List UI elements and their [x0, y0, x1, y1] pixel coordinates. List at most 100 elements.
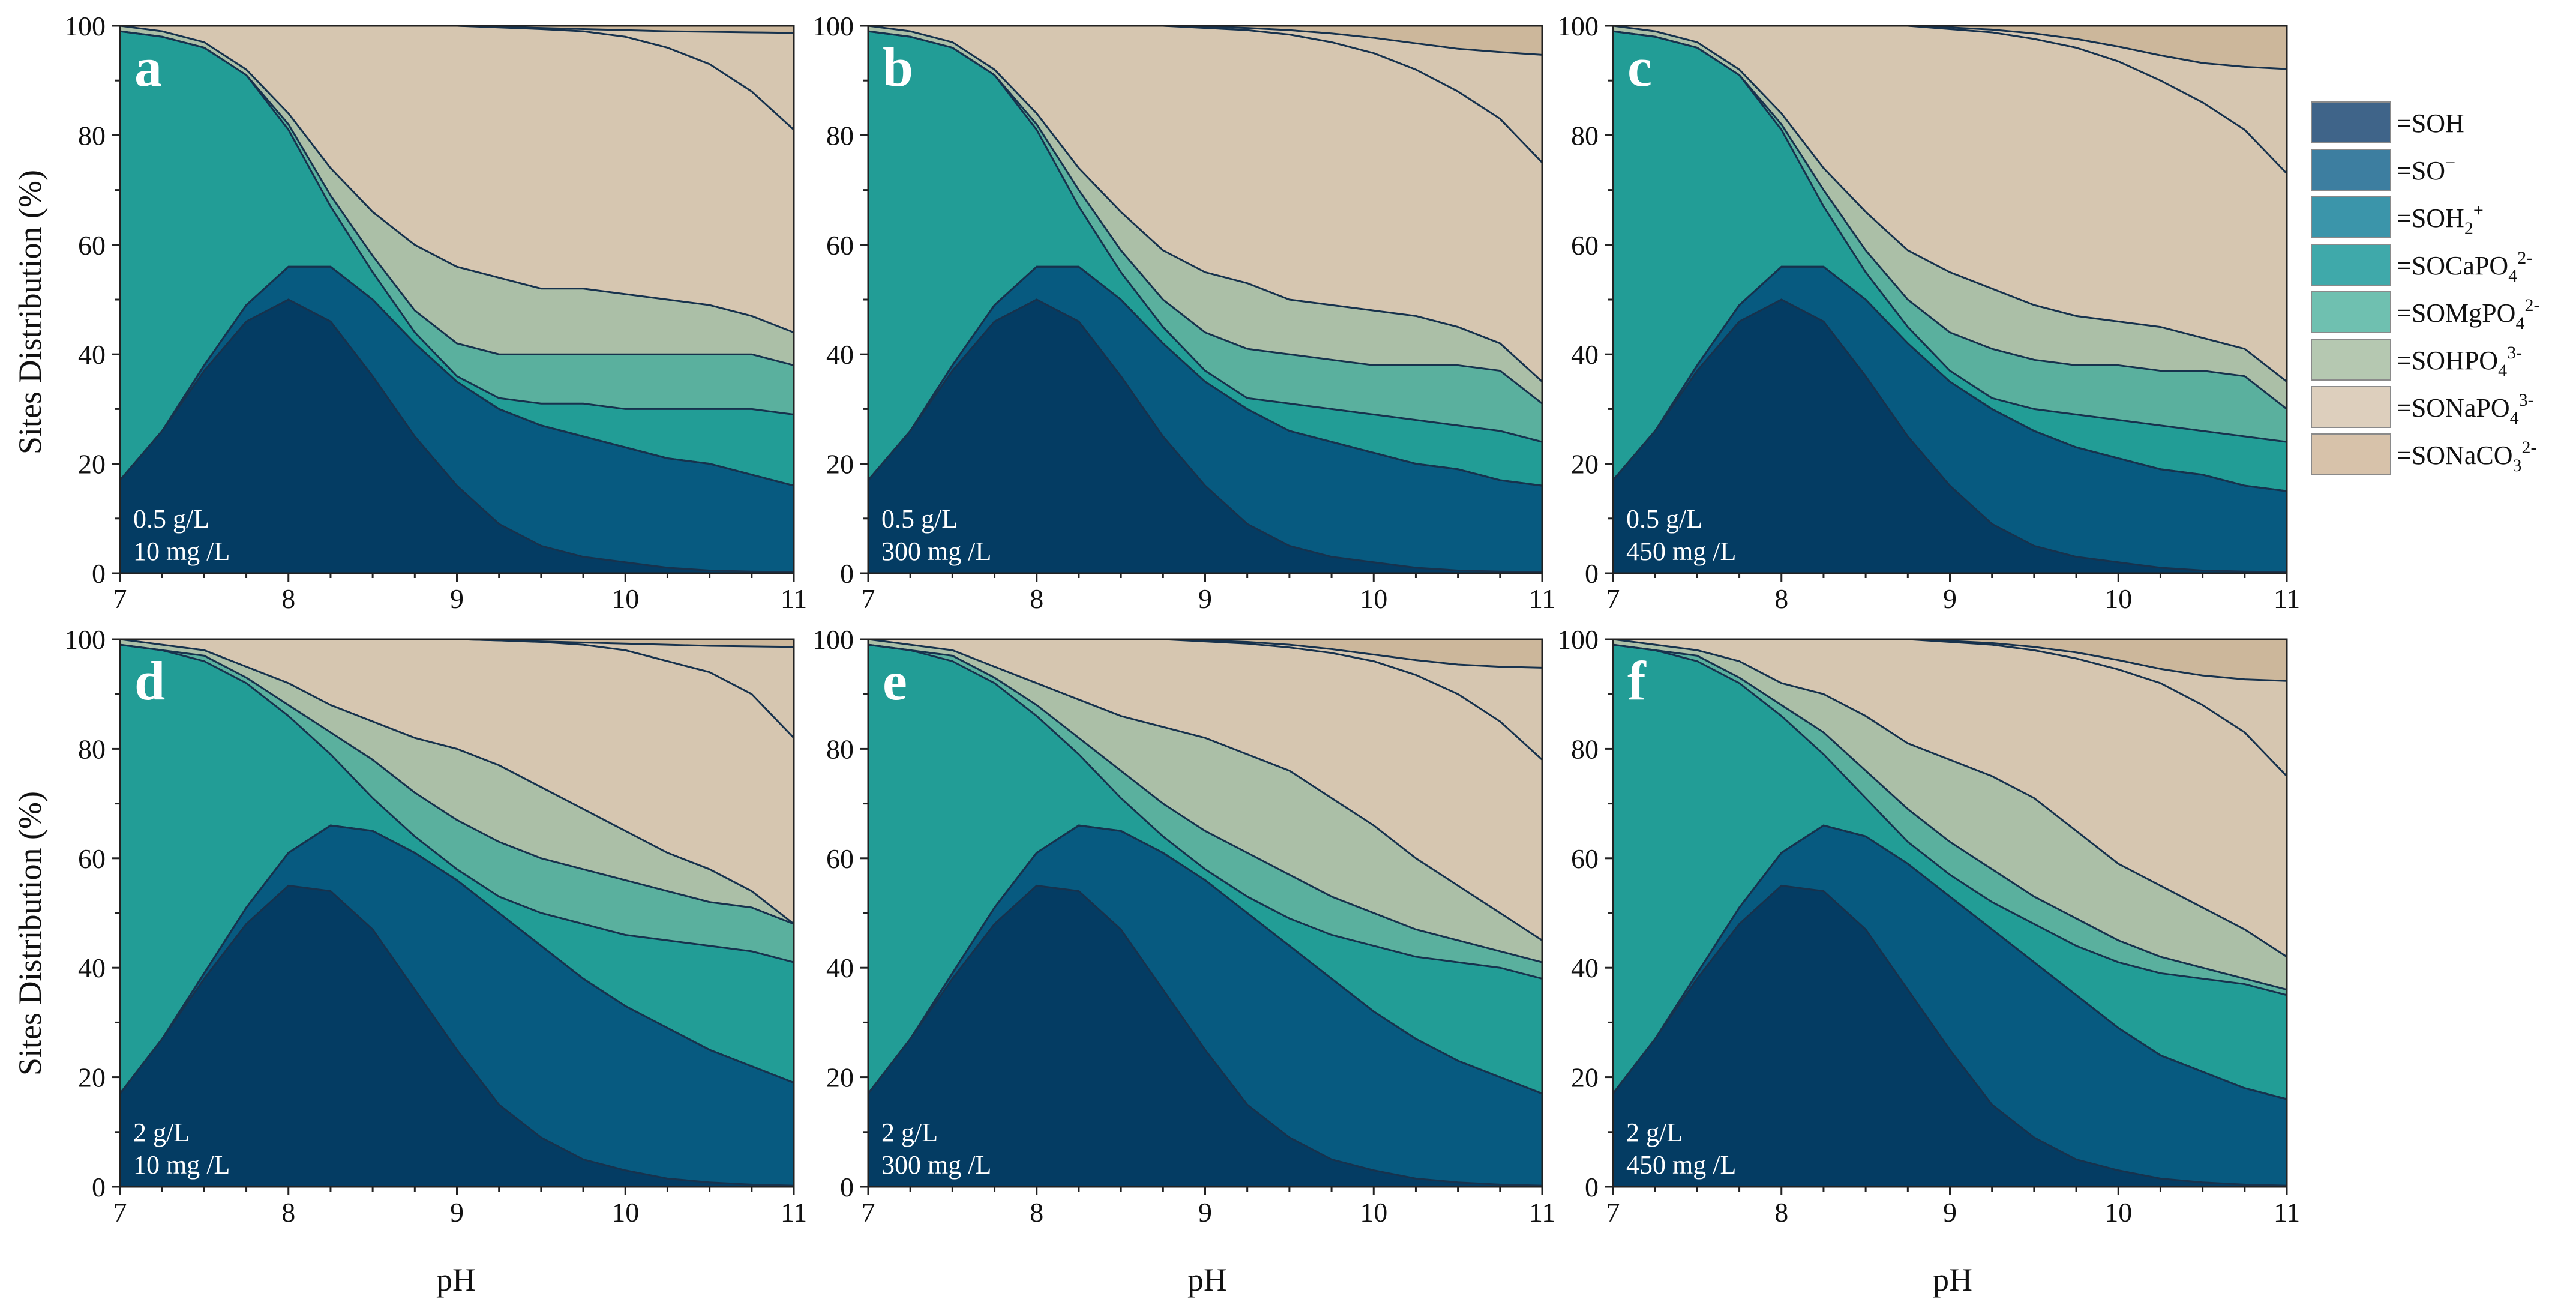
- x-tick-label-a-10: 10: [611, 583, 639, 614]
- y-tick-label-e-80: 80: [826, 734, 854, 764]
- area-soh-c: [1613, 300, 2287, 573]
- boundary-line-e-4: [868, 643, 1543, 963]
- panel-letter-e: e: [883, 650, 907, 711]
- boundary-line-e-2: [867, 824, 1543, 1095]
- area-sonaco3-f: [1613, 639, 2287, 681]
- legend-swatch-so: [2311, 149, 2391, 191]
- panel-dose-f: 2 g/L: [1626, 1118, 1683, 1147]
- panel-letter-a: a: [134, 37, 162, 98]
- panel-letter-f: f: [1627, 650, 1647, 711]
- boundary-line-e-3: [868, 643, 1543, 980]
- boundary-line-f-3: [1612, 643, 2287, 996]
- boundary-line-f-4: [1612, 643, 2287, 991]
- y-tick-label-c-100: 100: [1557, 11, 1599, 41]
- y-tick-label-d-100: 100: [64, 624, 106, 655]
- y-tick-label-b-40: 40: [826, 339, 854, 370]
- boundary-line-a-4: [119, 30, 794, 366]
- x-tick-label-f-11: 11: [2274, 1197, 2300, 1228]
- x-tick-label-c-7: 7: [1606, 583, 1620, 614]
- x-tick-label-d-10: 10: [611, 1197, 639, 1228]
- y-tick-label-b-0: 0: [840, 558, 854, 589]
- y-tick-label-d-0: 0: [92, 1172, 106, 1202]
- x-tick-label-a-9: 9: [450, 583, 464, 614]
- area-soh-f: [1613, 885, 2287, 1187]
- area-soh-d: [120, 885, 794, 1187]
- y-tick-label-c-40: 40: [1571, 339, 1599, 370]
- panel-dose-c: 0.5 g/L: [1626, 504, 1702, 534]
- panel-conc-e: 300 mg /L: [881, 1150, 991, 1180]
- area-sonapo4-f: [1613, 639, 2287, 957]
- x-axis-title-3: pH: [1933, 1262, 1972, 1298]
- y-tick-label-e-40: 40: [826, 953, 854, 983]
- panel-f: 0 20 40 60 80 100 7 8 9 10 11 f 2 g/L 450 mg /L: [1557, 624, 2300, 1228]
- area-somgpo4-a: [120, 31, 794, 415]
- x-tick-label-a-7: 7: [113, 583, 127, 614]
- panel-a: 0 20 40 60 80 100 7 8 9 10 11 a 0.5 g/L 10 mg /L: [64, 11, 807, 614]
- panel-dose-b: 0.5 g/L: [881, 504, 958, 534]
- area-sonapo4-a: [120, 26, 794, 333]
- legend-label-somgpo4: =SOMgPO42-: [2397, 295, 2539, 333]
- boundary-line-a-0: [119, 298, 794, 573]
- y-tick-label-d-80: 80: [78, 734, 106, 764]
- y-tick-label-f-40: 40: [1571, 953, 1599, 983]
- y-tick-label-b-100: 100: [812, 11, 854, 41]
- boundary-line-d-2: [119, 824, 794, 1094]
- legend-label-socapo4: =SOCaPO42-: [2397, 248, 2532, 286]
- y-tick-label-d-20: 20: [78, 1062, 106, 1093]
- y-tick-label-c-0: 0: [1585, 558, 1599, 589]
- panel-d: 0 20 40 60 80 100 7 8 9 10 11 d 2 g/L 10 mg /L: [64, 624, 807, 1228]
- panel-dose-e: 2 g/L: [881, 1118, 938, 1147]
- area-sonapo4-b: [868, 26, 1542, 382]
- boundary-line-b-4: [868, 30, 1543, 405]
- x-tick-label-c-11: 11: [2274, 583, 2300, 614]
- y-tick-label-d-40: 40: [78, 953, 106, 983]
- legend-swatch-somgpo4: [2311, 291, 2391, 333]
- y-tick-label-a-60: 60: [78, 230, 106, 261]
- panel-conc-d: 10 mg /L: [133, 1150, 230, 1180]
- area-sonapo4-d: [120, 639, 794, 924]
- area-sohpo4-c: [1613, 26, 2287, 409]
- panel-dose-a: 0.5 g/L: [133, 504, 209, 534]
- area-sonaco3-d: [120, 639, 794, 647]
- legend-swatch-sohpo4: [2311, 339, 2391, 381]
- legend-label-sohpo4: =SOHPO43-: [2397, 343, 2522, 381]
- y-tick-label-a-80: 80: [78, 120, 106, 151]
- boundary-line-f-0: [1612, 884, 2287, 1187]
- area-soh-b: [868, 300, 1542, 573]
- x-tick-label-b-8: 8: [1030, 583, 1043, 614]
- legend-swatch-soh: [2311, 101, 2391, 143]
- y-tick-label-e-100: 100: [812, 624, 854, 655]
- y-tick-label-a-20: 20: [78, 449, 106, 480]
- x-tick-label-c-9: 9: [1943, 583, 1957, 614]
- y-tick-label-d-60: 60: [78, 843, 106, 874]
- area-sohpo4-e: [868, 639, 1542, 963]
- y-tick-label-f-80: 80: [1571, 734, 1599, 764]
- boundary-line-b-2: [867, 265, 1543, 487]
- y-tick-label-e-20: 20: [826, 1062, 854, 1093]
- boundary-line-d-3: [119, 643, 794, 963]
- area-soh-e: [868, 885, 1542, 1187]
- area-sonapo4-e: [868, 639, 1542, 941]
- x-tick-label-f-7: 7: [1606, 1197, 1620, 1228]
- x-tick-label-d-8: 8: [281, 1197, 295, 1228]
- y-tick-label-a-0: 0: [92, 558, 106, 589]
- y-tick-label-f-20: 20: [1571, 1062, 1599, 1093]
- area-soh-a: [120, 300, 794, 573]
- area-so-b: [868, 267, 1542, 573]
- boundary-line-f-2: [1612, 824, 2287, 1100]
- y-tick-label-b-20: 20: [826, 449, 854, 480]
- panel-letter-b: b: [883, 37, 913, 98]
- legend: =SOH =SO− =SOH2+ =SOCaPO42- =SOMgPO42- =SOHPO…: [2311, 101, 2539, 475]
- legend-label-soh2: =SOH2+: [2397, 200, 2484, 238]
- x-tick-label-b-11: 11: [1529, 583, 1555, 614]
- y-tick-label-f-60: 60: [1571, 843, 1599, 874]
- area-sonaco3-c: [1613, 26, 2287, 70]
- x-tick-label-c-10: 10: [2104, 583, 2132, 614]
- y-tick-label-c-80: 80: [1571, 120, 1599, 151]
- boundary-line-c-5: [1612, 25, 2287, 382]
- x-tick-label-b-9: 9: [1198, 583, 1212, 614]
- panel-e: 0 20 40 60 80 100 7 8 9 10 11 e 2 g/L 300 mg /L: [812, 624, 1555, 1228]
- y-tick-label-c-20: 20: [1571, 449, 1599, 480]
